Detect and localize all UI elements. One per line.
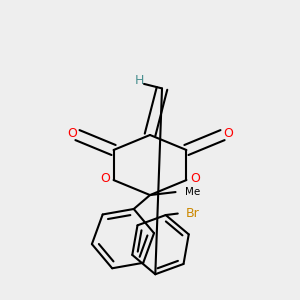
Text: Br: Br [186, 207, 200, 220]
Text: O: O [190, 172, 200, 185]
Text: O: O [67, 127, 77, 140]
Text: O: O [223, 127, 233, 140]
Text: O: O [100, 172, 110, 185]
Text: Me: Me [185, 187, 200, 197]
Text: H: H [135, 74, 144, 87]
